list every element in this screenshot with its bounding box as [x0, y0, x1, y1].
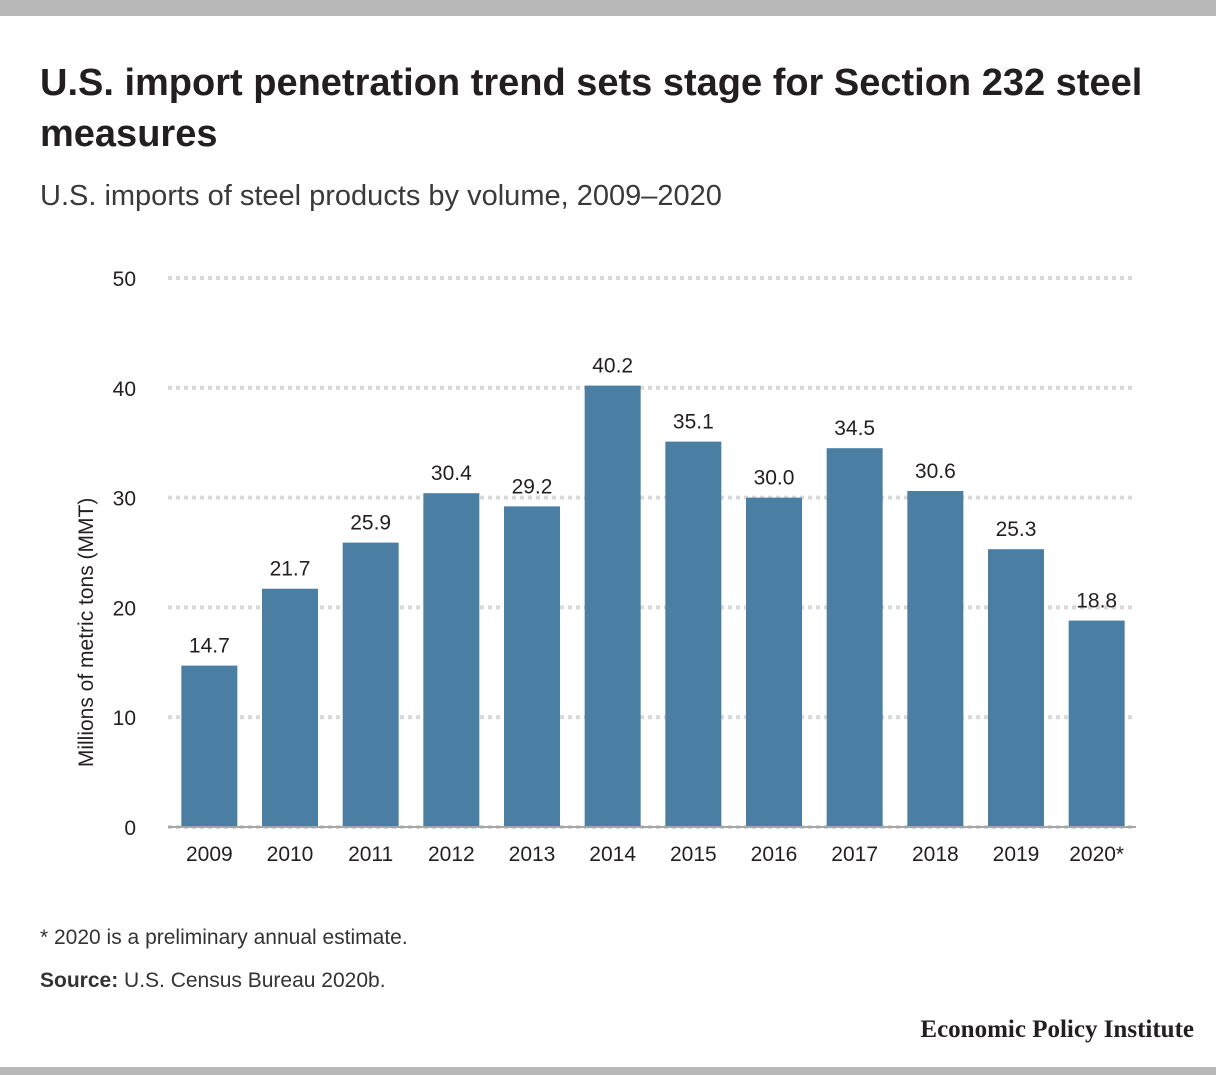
data-label-2010: 21.7: [270, 558, 311, 581]
bar-2015: [665, 441, 722, 827]
x-tick-label-2020: 2020*: [1069, 843, 1124, 866]
footnote: * 2020 is a preliminary annual estimate.: [40, 926, 408, 949]
bar-2011: [342, 542, 399, 827]
bottom-rule: [0, 1067, 1216, 1075]
bar-2013: [504, 506, 560, 827]
bar-2016: [746, 497, 802, 827]
x-tick-label-2016: 2016: [751, 843, 798, 866]
bar-2019: [988, 549, 1044, 827]
data-label-2013: 29.2: [512, 475, 553, 498]
source-label: Source:: [40, 969, 119, 992]
x-tick-label-2014: 2014: [589, 843, 636, 866]
bar-2017: [826, 448, 883, 827]
bar-chart: 0 10 20 30 40 50 Millions of metric tons (MMT)…: [75, 268, 1136, 866]
x-tick-label-2019: 2019: [993, 843, 1040, 866]
bar-2018: [907, 491, 964, 827]
y-tick-label-50: 50: [113, 268, 136, 291]
bar-2010: [262, 588, 318, 827]
top-rule: [0, 0, 1216, 16]
bar-2014: [584, 385, 641, 827]
data-label-2009: 14.7: [189, 635, 230, 658]
x-tick-label-2015: 2015: [670, 843, 717, 866]
bar-2012: [423, 493, 480, 827]
data-label-2014: 40.2: [592, 355, 633, 378]
data-label-2019: 25.3: [996, 518, 1037, 541]
data-label-2016: 30.0: [754, 467, 795, 490]
source-text: U.S. Census Bureau 2020b.: [124, 969, 386, 992]
y-tick-label-20: 20: [113, 597, 136, 620]
y-axis-label: Millions of metric tons (MMT): [75, 498, 98, 768]
x-tick-label-2017: 2017: [831, 843, 878, 866]
x-tick-label-2018: 2018: [912, 843, 959, 866]
data-label-2020: 18.8: [1076, 590, 1117, 613]
y-tick-label-10: 10: [113, 707, 136, 730]
brand-logo: Economic Policy Institute: [920, 1016, 1194, 1043]
source-line: Source: U.S. Census Bureau 2020b.: [40, 967, 386, 995]
x-tick-label-2011: 2011: [348, 843, 393, 866]
bar-2009: [181, 665, 238, 827]
x-tick-label-2012: 2012: [428, 843, 475, 866]
data-label-2015: 35.1: [673, 411, 714, 434]
data-label-2011: 25.9: [350, 512, 391, 535]
y-tick-label-40: 40: [113, 378, 136, 401]
data-label-2018: 30.6: [915, 460, 956, 483]
bar-2020: [1068, 620, 1125, 827]
x-tick-label-2010: 2010: [267, 843, 314, 866]
y-tick-label-0: 0: [124, 817, 136, 840]
y-tick-label-30: 30: [113, 488, 136, 511]
x-tick-label-2009: 2009: [186, 843, 233, 866]
data-label-2017: 34.5: [834, 417, 875, 440]
chart-title: U.S. import penetration trend sets stage…: [40, 62, 1143, 155]
chart-subtitle: U.S. imports of steel products by volume…: [40, 180, 722, 212]
data-label-2012: 30.4: [431, 462, 472, 485]
x-tick-label-2013: 2013: [509, 843, 556, 866]
